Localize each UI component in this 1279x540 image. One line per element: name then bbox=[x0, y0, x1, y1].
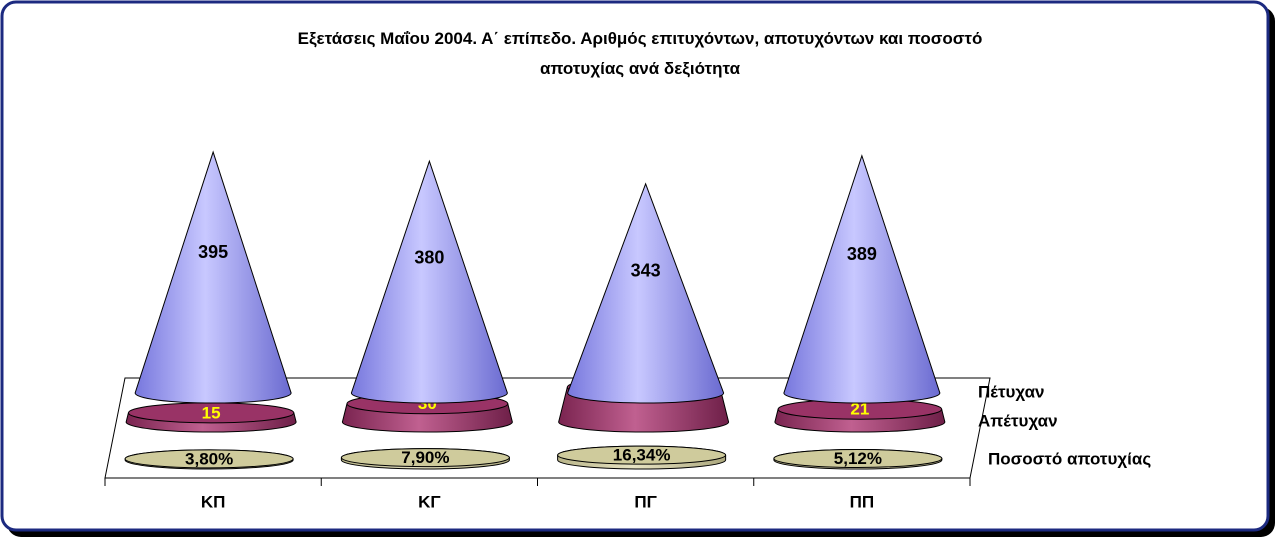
legend-label: Ποσοστό αποτυχίας bbox=[988, 449, 1151, 468]
chart-title: αποτυχίας ανά δεξιότητα bbox=[540, 59, 741, 78]
value-label: 395 bbox=[198, 242, 228, 262]
value-label: 3,80% bbox=[185, 449, 233, 468]
title-line: αποτυχίας ανά δεξιότητα bbox=[540, 59, 741, 78]
chart-title: Εξετάσεις Μαΐου 2004. Α΄ επίπεδο. Αριθμό… bbox=[298, 29, 983, 48]
x-tick-label: ΚΓ bbox=[418, 492, 441, 511]
value-label: 380 bbox=[414, 247, 444, 267]
x-tick-label: ΠΠ bbox=[850, 492, 875, 511]
x-tick-label: ΚΠ bbox=[201, 492, 226, 511]
value-label: 16,34% bbox=[613, 446, 671, 465]
title-line: Εξετάσεις Μαΐου 2004. Α΄ επίπεδο. Αριθμό… bbox=[298, 29, 983, 48]
plot: ΚΠΚΓΠΓΠΠ3,80%7,90%16,34%5,12%15305721395… bbox=[104, 150, 1151, 511]
legend-label: Πέτυχαν bbox=[978, 382, 1045, 401]
value-label: 15 bbox=[202, 403, 221, 422]
disc-top bbox=[773, 448, 943, 468]
cone bbox=[134, 150, 292, 404]
cone bbox=[567, 182, 725, 404]
value-label: 343 bbox=[631, 260, 661, 280]
value-label: 21 bbox=[850, 400, 869, 419]
x-tick-label: ΠΓ bbox=[634, 492, 657, 511]
disc-top bbox=[557, 445, 727, 465]
value-label: 7,90% bbox=[401, 448, 449, 467]
value-label: 389 bbox=[847, 244, 877, 264]
cone bbox=[350, 159, 508, 404]
value-label: 5,12% bbox=[834, 449, 882, 468]
disc-top bbox=[124, 449, 294, 469]
legend-label: Απέτυχαν bbox=[978, 411, 1058, 430]
cone bbox=[783, 154, 941, 404]
disc-top bbox=[340, 448, 510, 468]
